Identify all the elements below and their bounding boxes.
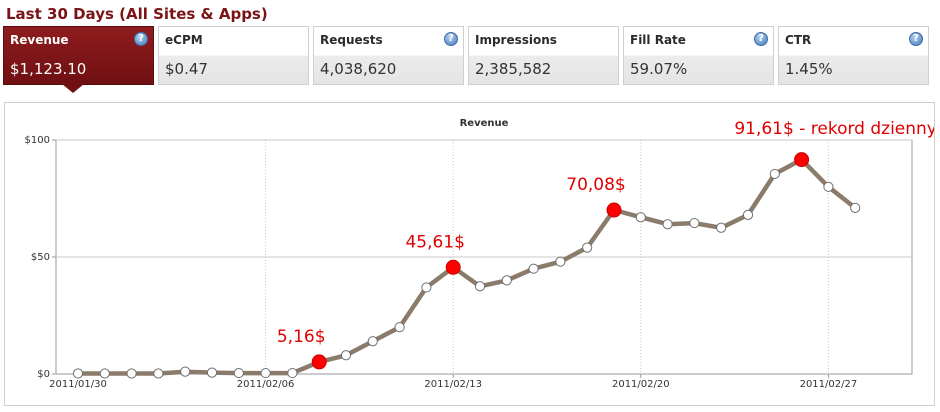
- data-point[interactable]: [501, 275, 512, 286]
- x-tick-label: 2011/02/27: [800, 379, 858, 390]
- highlight-label: 45,61$: [405, 232, 464, 252]
- data-point[interactable]: [99, 368, 110, 379]
- data-point[interactable]: [206, 367, 218, 378]
- help-question-icon[interactable]: ?: [909, 32, 923, 46]
- x-tick-label: 2011/02/06: [237, 379, 295, 390]
- active-indicator-arrow: [62, 84, 84, 93]
- data-point[interactable]: [72, 368, 84, 379]
- metric-label: Revenue: [10, 33, 69, 47]
- metric-label: eCPM: [165, 33, 203, 47]
- data-point[interactable]: [126, 368, 137, 379]
- data-point[interactable]: [555, 256, 566, 267]
- metric-label: Fill Rate: [630, 33, 686, 47]
- data-point[interactable]: [474, 281, 486, 292]
- data-point[interactable]: [662, 219, 673, 230]
- data-point[interactable]: [153, 368, 164, 379]
- highlight-label: 70,08$: [566, 175, 625, 195]
- data-point[interactable]: [689, 217, 700, 229]
- data-point[interactable]: [635, 212, 646, 223]
- metric-card-ctr[interactable]: CTR ? 1.45%: [778, 26, 929, 85]
- data-point[interactable]: [528, 263, 539, 274]
- y-tick-label: $100: [25, 135, 50, 146]
- metric-value: 1.45%: [785, 60, 833, 78]
- metric-value: 4,038,620: [320, 60, 397, 78]
- metric-value: 2,385,582: [475, 60, 552, 78]
- highlight-point[interactable]: [445, 259, 461, 275]
- x-tick-label: 2011/02/20: [612, 379, 670, 390]
- help-question-icon[interactable]: ?: [444, 32, 458, 46]
- data-point[interactable]: [260, 367, 271, 379]
- metric-card-ecpm[interactable]: eCPM $0.47: [158, 26, 309, 85]
- metric-card-impressions[interactable]: Impressions 2,385,582: [468, 26, 619, 85]
- metric-value: $1,123.10: [10, 60, 87, 78]
- highlight-point[interactable]: [606, 202, 622, 218]
- metric-card-fill-rate[interactable]: Fill Rate ? 59.07%: [623, 26, 774, 85]
- highlight-point[interactable]: [794, 152, 810, 168]
- data-point[interactable]: [340, 350, 352, 361]
- y-tick-label: $0: [37, 369, 50, 380]
- data-point[interactable]: [823, 181, 834, 192]
- metric-value: 59.07%: [630, 60, 688, 78]
- data-point[interactable]: [367, 336, 378, 347]
- data-point[interactable]: [180, 366, 191, 377]
- revenue-line-chart[interactable]: Revenue $0 $50 $100 2011/01/30 2011/02/06 2011…: [5, 103, 934, 405]
- metric-cards: Revenue ? $1,123.10 eCPM $0.47 Requests …: [3, 26, 935, 96]
- data-point[interactable]: [742, 209, 754, 220]
- chart-title: Revenue: [460, 118, 509, 129]
- metric-card-requests[interactable]: Requests ? 4,038,620: [313, 26, 464, 85]
- data-point[interactable]: [233, 367, 244, 379]
- highlight-point[interactable]: [311, 354, 327, 370]
- page-title: Last 30 Days (All Sites & Apps): [6, 5, 268, 23]
- highlight-label: 91,61$ - rekord dzienny: [734, 119, 934, 139]
- help-question-icon[interactable]: ?: [134, 32, 148, 46]
- data-point[interactable]: [287, 367, 298, 379]
- highlight-label: 5,16$: [277, 327, 326, 347]
- data-point[interactable]: [716, 222, 727, 233]
- data-point[interactable]: [582, 242, 593, 253]
- help-question-icon[interactable]: ?: [754, 32, 768, 46]
- metric-card-revenue[interactable]: Revenue ? $1,123.10: [3, 26, 154, 93]
- metric-label: Requests: [320, 33, 383, 47]
- y-tick-label: $50: [31, 252, 50, 263]
- metric-label: CTR: [785, 33, 812, 47]
- metric-label: Impressions: [475, 33, 557, 47]
- metric-value: $0.47: [165, 60, 208, 78]
- data-point[interactable]: [769, 168, 780, 180]
- x-tick-label: 2011/02/13: [424, 379, 482, 390]
- chart-panel: Revenue $0 $50 $100 2011/01/30 2011/02/06 2011…: [4, 102, 935, 406]
- data-point[interactable]: [394, 322, 405, 333]
- data-point[interactable]: [850, 202, 861, 213]
- x-tick-label: 2011/01/30: [49, 379, 107, 390]
- data-point[interactable]: [421, 282, 432, 293]
